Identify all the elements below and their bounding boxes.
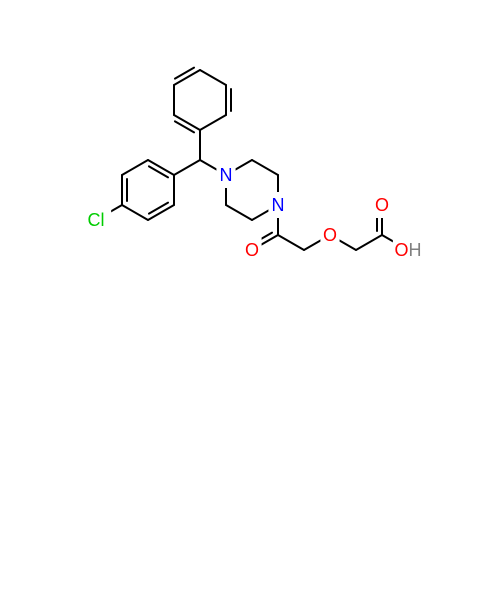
molecule-diagram: Cl N N O O O OH xyxy=(0,0,500,600)
atom-label-o: O xyxy=(245,240,259,260)
atom-label-n: N xyxy=(220,165,233,185)
atom-label-cl: Cl xyxy=(88,210,105,230)
molecule-svg: Cl N N O O O OH xyxy=(0,0,500,600)
atom-label-o: OH xyxy=(394,240,421,260)
atoms-group: Cl N N O O O OH xyxy=(81,162,423,263)
atom-label-n: N xyxy=(272,195,285,215)
bonds-group xyxy=(105,68,396,250)
atom-label-o: O xyxy=(375,195,389,215)
atom-label-o: O xyxy=(323,225,337,245)
